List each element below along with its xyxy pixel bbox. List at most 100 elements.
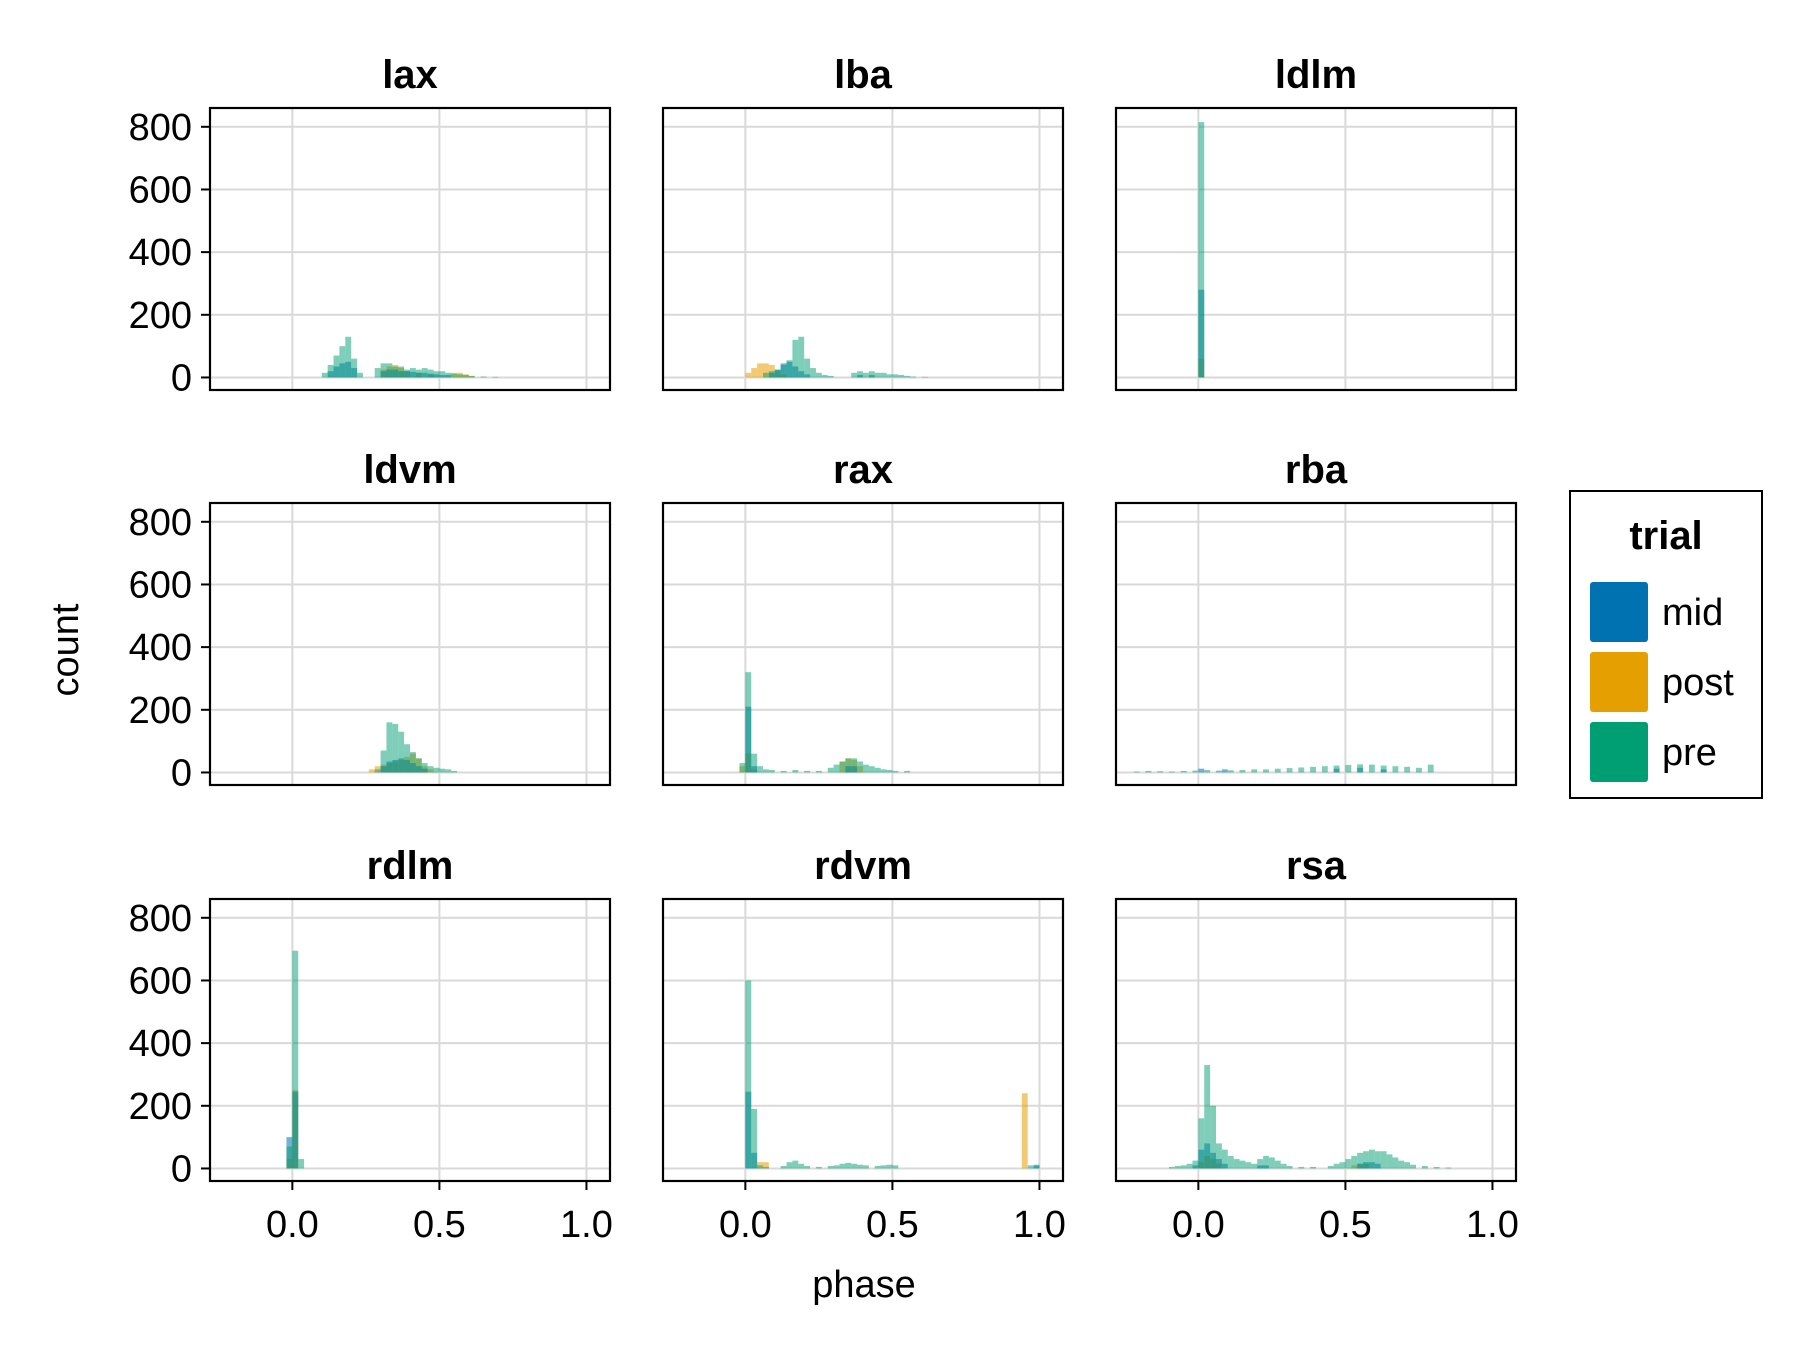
axes-frame [1114,897,1518,1183]
y-tick-label: 200 [129,295,192,337]
y-tick-label: 200 [129,690,192,732]
x-tick-label: 1.0 [560,1204,613,1246]
bar-mid [1221,769,1228,773]
bar-post [763,1162,769,1169]
legend-swatch-mid [1590,582,1648,642]
bar-pre [745,672,752,773]
panel-rba: rba [1114,448,1518,787]
legend-box [1569,490,1763,799]
bar-post [1021,1093,1028,1169]
y-tick-label: 800 [129,107,192,149]
bar-pre [874,1165,881,1169]
bar-pre [851,758,858,773]
panel-lba: lba [661,53,1065,392]
bar-pre [339,346,346,378]
panel-ldlm: ldlm [1114,53,1518,392]
bar-pre [1427,764,1434,773]
x-tick-label: 0.0 [266,1204,319,1246]
bar-pre [1174,1165,1181,1169]
bar-pre [492,376,499,378]
panel-rdlm: rdlm 0 200 400 600 800 0.0 0.5 1.0 [129,844,613,1246]
y-tick-label: 200 [129,1086,192,1128]
bar-pre [768,371,775,378]
panel-title: lax [382,53,438,97]
bar-pre [892,374,899,378]
y-tick-label: 600 [129,169,192,211]
bar-pre [451,373,458,378]
bar-pre [457,374,463,378]
bar-pre [1410,1164,1416,1169]
legend-label-pre: pre [1662,732,1717,774]
bar-pre [880,372,887,378]
bar-pre [780,770,787,773]
bar-post [745,372,752,378]
bar-pre [374,368,381,378]
bar-pre [845,1162,852,1169]
y-tick-label: 600 [129,960,192,1002]
bar-pre [886,769,893,773]
legend-title: trial [1629,514,1702,558]
bar-pre [768,769,775,773]
bar-pre [1357,1152,1364,1169]
bar-pre [451,770,458,773]
bar-pre [792,339,799,378]
bar-pre [392,366,399,378]
bar-pre [427,369,434,378]
bar-pre [786,360,793,378]
axes-frame [661,897,1065,1183]
bar-pre [1345,764,1352,773]
bar-post [768,364,775,378]
bar-pre [1198,1118,1205,1169]
bar-pre [1298,767,1305,773]
bar-pre [1245,1162,1252,1169]
bar-pre [1274,1160,1281,1169]
bar-pre [386,722,393,773]
bar-pre [1392,1157,1399,1169]
bar-pre [427,766,434,773]
bar-pre [1421,1165,1428,1169]
bar-pre [1204,769,1211,773]
bar-pre [1180,770,1187,773]
bar-pre [863,1165,869,1169]
bar-pre [392,723,399,773]
bar-pre [815,770,822,773]
bar-pre [1168,1166,1175,1169]
y-tick-label: 600 [129,564,192,606]
bar-pre [739,763,746,773]
bar-pre [1263,1155,1269,1169]
x-tick-label: 0.0 [1172,1204,1225,1246]
bar-pre [1157,771,1164,773]
bar-pre [1033,1165,1040,1169]
bar-pre [780,364,787,378]
bar-pre [1168,771,1175,773]
bar-pre [886,374,893,378]
x-tick-label: 0.5 [413,1204,466,1246]
bar-pre [1133,771,1140,773]
axes-frame [661,106,1065,392]
bar-pre [1404,766,1411,773]
bar-pre [904,375,911,378]
bar-pre [1351,1155,1358,1169]
bar-pre [868,766,875,773]
bar-pre [410,752,416,773]
legend-swatch-pre [1590,722,1648,782]
bar-pre [1286,1165,1293,1169]
bar-pre [1145,770,1152,773]
panel-rax: rax [661,448,1065,787]
bar-pre [398,731,405,773]
bar-pre [857,371,863,378]
bar-pre [480,376,487,378]
axes-frame [208,501,612,787]
bar-pre [439,371,446,378]
bar-pre [1374,1151,1381,1169]
bar-pre [468,375,475,378]
bar-pre [798,336,805,378]
panel-title: lba [834,53,893,97]
y-tick-label: 0 [171,1148,192,1190]
bar-pre [804,1165,811,1169]
bar-post [763,363,769,378]
bar-pre [1257,1159,1264,1169]
bar-pre [863,372,869,378]
bar-pre [880,1165,887,1169]
